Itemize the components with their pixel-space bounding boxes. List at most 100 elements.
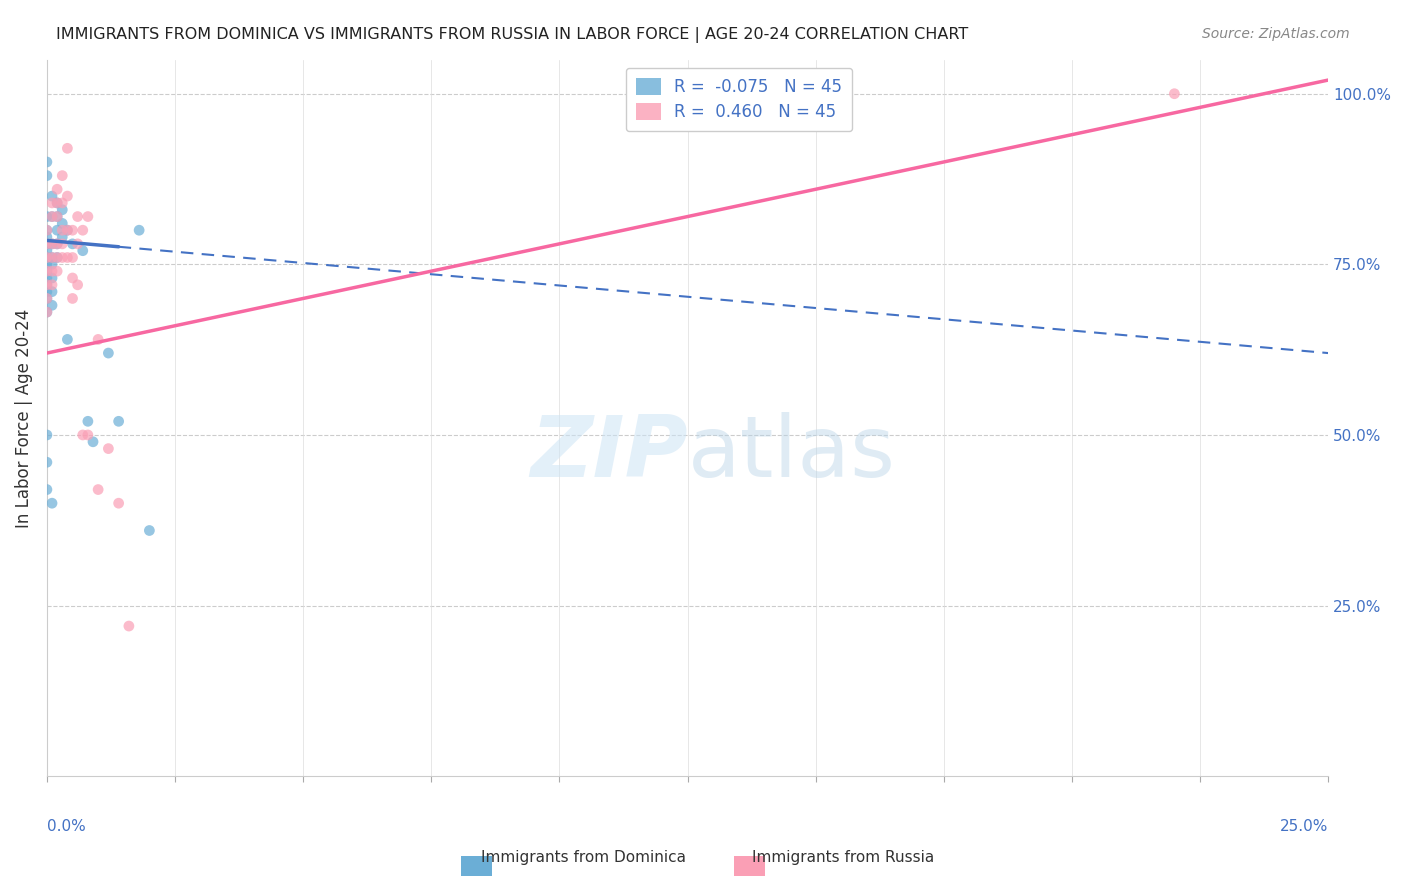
Point: [35, 169, 58, 183]
Point: [41, 277, 63, 292]
Point: [62, 251, 84, 265]
Point: [56, 333, 79, 347]
Point: [46, 236, 69, 251]
Point: [51, 236, 73, 251]
Y-axis label: In Labor Force | Age 20-24: In Labor Force | Age 20-24: [15, 309, 32, 527]
Point: [128, 223, 150, 237]
Point: [35, 305, 58, 319]
Point: [35, 210, 58, 224]
Point: [72, 223, 94, 237]
Point: [35, 483, 58, 497]
Point: [72, 244, 94, 258]
Point: [41, 271, 63, 285]
Point: [41, 236, 63, 251]
Point: [35, 257, 58, 271]
Point: [41, 257, 63, 271]
Text: 0.0%: 0.0%: [46, 819, 86, 834]
Point: [1163, 87, 1185, 101]
Point: [35, 230, 58, 244]
Point: [41, 298, 63, 312]
Point: [82, 434, 104, 449]
Point: [35, 223, 58, 237]
Point: [41, 251, 63, 265]
Point: [35, 223, 58, 237]
Point: [46, 195, 69, 210]
Point: [46, 264, 69, 278]
Point: [41, 210, 63, 224]
Point: [107, 496, 129, 510]
Point: [41, 210, 63, 224]
Point: [97, 442, 120, 456]
Text: ZIP: ZIP: [530, 412, 688, 495]
Point: [41, 496, 63, 510]
Text: 25.0%: 25.0%: [1279, 819, 1329, 834]
Point: [35, 428, 58, 442]
Legend: R =  -0.075   N = 45, R =  0.460   N = 45: R = -0.075 N = 45, R = 0.460 N = 45: [626, 68, 852, 131]
Point: [72, 428, 94, 442]
Point: [35, 236, 58, 251]
Point: [35, 264, 58, 278]
Point: [41, 236, 63, 251]
Point: [35, 455, 58, 469]
Point: [41, 285, 63, 299]
Point: [56, 141, 79, 155]
Point: [118, 619, 141, 633]
Point: [41, 251, 63, 265]
Point: [41, 189, 63, 203]
Point: [107, 414, 129, 428]
Point: [46, 210, 69, 224]
Point: [35, 285, 58, 299]
Point: [46, 251, 69, 265]
Point: [62, 292, 84, 306]
Point: [35, 251, 58, 265]
Text: atlas: atlas: [688, 412, 896, 495]
Text: IMMIGRANTS FROM DOMINICA VS IMMIGRANTS FROM RUSSIA IN LABOR FORCE | AGE 20-24 CO: IMMIGRANTS FROM DOMINICA VS IMMIGRANTS F…: [56, 27, 969, 43]
Text: Source: ZipAtlas.com: Source: ZipAtlas.com: [1202, 27, 1350, 41]
Point: [51, 169, 73, 183]
Point: [46, 236, 69, 251]
Point: [35, 277, 58, 292]
Point: [35, 155, 58, 169]
Point: [35, 251, 58, 265]
Point: [35, 305, 58, 319]
Point: [41, 264, 63, 278]
Point: [56, 251, 79, 265]
Text: Immigrants from Russia: Immigrants from Russia: [752, 850, 935, 865]
Point: [35, 244, 58, 258]
Point: [51, 202, 73, 217]
Point: [46, 210, 69, 224]
Point: [56, 223, 79, 237]
Point: [87, 333, 110, 347]
Point: [66, 236, 89, 251]
Point: [46, 182, 69, 196]
Point: [138, 524, 160, 538]
Point: [35, 277, 58, 292]
Point: [56, 189, 79, 203]
Point: [35, 236, 58, 251]
Point: [51, 223, 73, 237]
Point: [77, 428, 100, 442]
Point: [35, 271, 58, 285]
Point: [87, 483, 110, 497]
Point: [56, 223, 79, 237]
Point: [35, 292, 58, 306]
Point: [35, 292, 58, 306]
Point: [77, 210, 100, 224]
Point: [62, 236, 84, 251]
Text: Immigrants from Dominica: Immigrants from Dominica: [481, 850, 686, 865]
Point: [97, 346, 120, 360]
Point: [51, 195, 73, 210]
Point: [46, 195, 69, 210]
Point: [46, 223, 69, 237]
Point: [51, 216, 73, 230]
Point: [41, 195, 63, 210]
Point: [66, 210, 89, 224]
Point: [77, 414, 100, 428]
Point: [51, 230, 73, 244]
Point: [35, 264, 58, 278]
Point: [51, 251, 73, 265]
Point: [62, 223, 84, 237]
Point: [66, 277, 89, 292]
Point: [62, 271, 84, 285]
Point: [46, 251, 69, 265]
